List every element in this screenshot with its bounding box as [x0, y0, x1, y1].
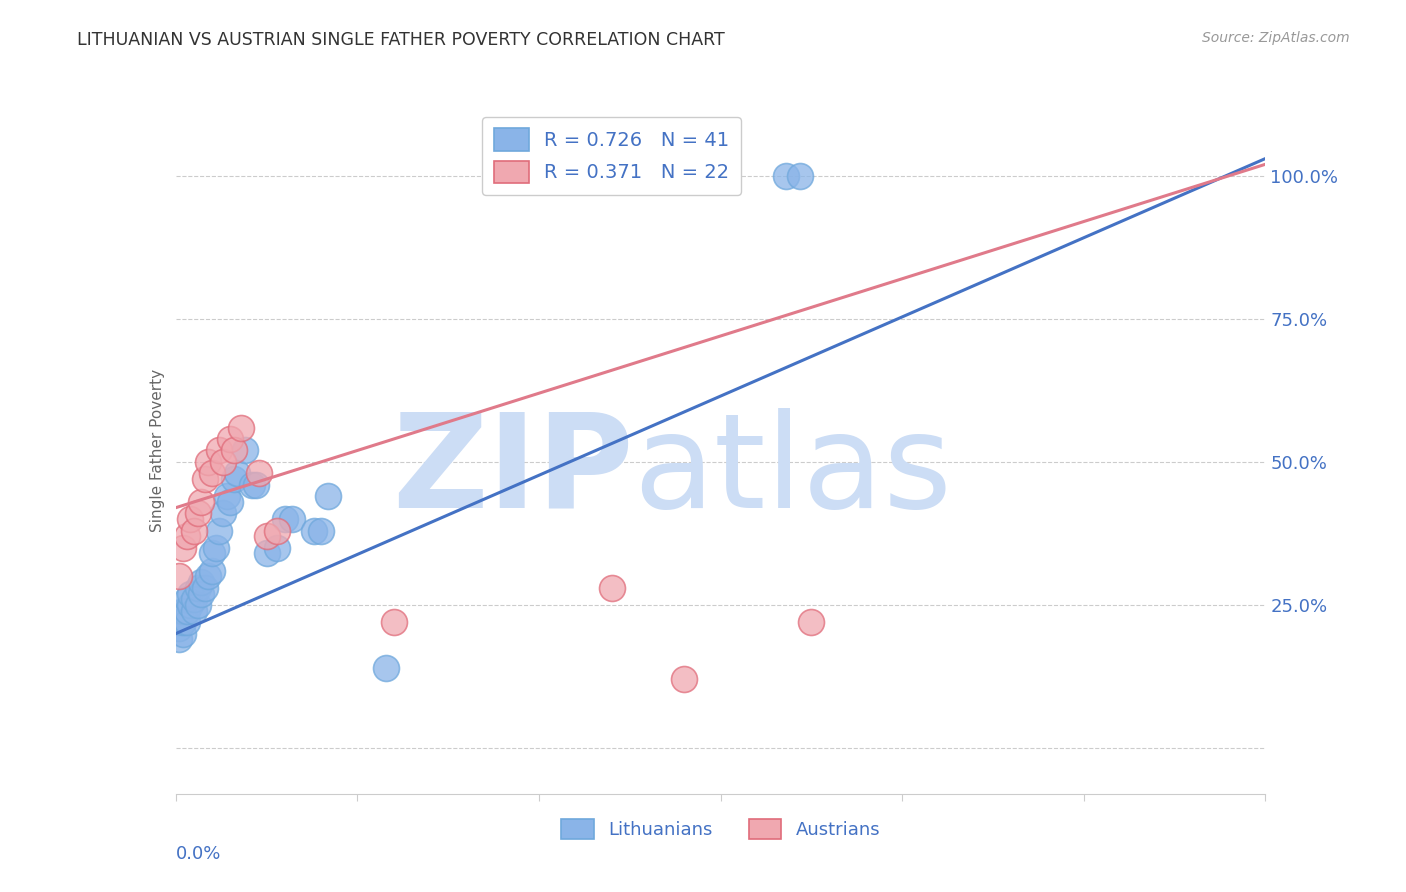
Point — [169, 621, 191, 635]
Point — [309, 524, 332, 538]
Point — [375, 661, 398, 675]
Point — [169, 615, 191, 630]
Point — [212, 455, 235, 469]
Point — [183, 604, 205, 618]
Point — [172, 541, 194, 555]
Point — [190, 586, 212, 600]
Point — [600, 581, 623, 595]
Point — [256, 529, 278, 543]
Point — [201, 564, 224, 578]
Point — [186, 598, 209, 612]
Point — [240, 478, 263, 492]
Point — [673, 673, 696, 687]
Text: atlas: atlas — [633, 408, 952, 534]
Point — [176, 529, 198, 543]
Text: 0.0%: 0.0% — [176, 846, 221, 863]
Point — [208, 524, 231, 538]
Point — [169, 569, 191, 583]
Point — [231, 420, 253, 434]
Y-axis label: Single Father Poverty: Single Father Poverty — [149, 369, 165, 532]
Point — [256, 546, 278, 561]
Point — [212, 507, 235, 521]
Point — [186, 507, 209, 521]
Point — [194, 472, 217, 486]
Point — [197, 455, 219, 469]
Point — [219, 495, 242, 509]
Point — [222, 472, 245, 486]
Point — [266, 541, 288, 555]
Point — [800, 615, 823, 630]
Point — [281, 512, 304, 526]
Point — [222, 443, 245, 458]
Point — [190, 575, 212, 590]
Point — [382, 615, 405, 630]
Point — [172, 626, 194, 640]
Point — [176, 592, 198, 607]
Point — [172, 604, 194, 618]
Point — [266, 524, 288, 538]
Point — [194, 581, 217, 595]
Point — [179, 512, 201, 526]
Point — [186, 581, 209, 595]
Point — [775, 169, 797, 183]
Point — [176, 604, 198, 618]
Legend: Lithuanians, Austrians: Lithuanians, Austrians — [554, 812, 887, 847]
Point — [204, 541, 226, 555]
Point — [226, 467, 249, 481]
Point — [215, 489, 238, 503]
Point — [318, 489, 340, 503]
Point — [169, 632, 191, 647]
Point — [183, 524, 205, 538]
Point — [190, 495, 212, 509]
Point — [219, 432, 242, 446]
Point — [172, 615, 194, 630]
Point — [201, 467, 224, 481]
Point — [233, 443, 256, 458]
Point — [183, 592, 205, 607]
Point — [245, 478, 267, 492]
Point — [247, 467, 270, 481]
Text: Source: ZipAtlas.com: Source: ZipAtlas.com — [1202, 31, 1350, 45]
Point — [197, 569, 219, 583]
Point — [274, 512, 297, 526]
Text: LITHUANIAN VS AUSTRIAN SINGLE FATHER POVERTY CORRELATION CHART: LITHUANIAN VS AUSTRIAN SINGLE FATHER POV… — [77, 31, 725, 49]
Text: ZIP: ZIP — [392, 408, 633, 534]
Point — [201, 546, 224, 561]
Point — [179, 586, 201, 600]
Point — [176, 615, 198, 630]
Point — [302, 524, 325, 538]
Point — [208, 443, 231, 458]
Point — [789, 169, 811, 183]
Point — [179, 598, 201, 612]
